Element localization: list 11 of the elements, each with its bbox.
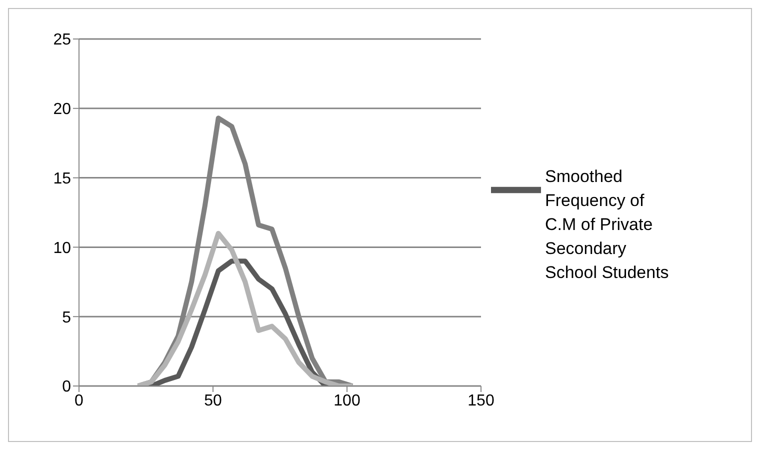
x-tick-label: 100 — [334, 392, 360, 410]
y-tick-label: 10 — [53, 240, 72, 257]
y-tick-label: 15 — [53, 170, 72, 188]
y-tick-label: 20 — [53, 101, 72, 118]
y-tick-label: 25 — [53, 32, 72, 49]
x-tick-label: 0 — [74, 392, 84, 410]
y-tick-label: 5 — [62, 309, 72, 326]
x-tick-label: 150 — [468, 392, 494, 410]
x-tick-label: 50 — [204, 392, 222, 410]
y-tick-label: 0 — [62, 378, 72, 396]
text: Smoothed Frequency of C.M of Private Secondary School Students — [545, 166, 670, 284]
